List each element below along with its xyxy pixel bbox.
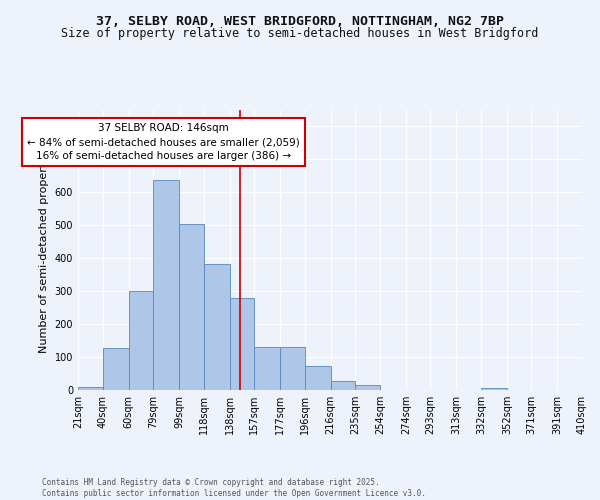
Bar xyxy=(78,386,103,390)
Bar xyxy=(230,298,254,390)
Bar xyxy=(153,180,179,390)
Text: Contains HM Land Registry data © Crown copyright and database right 2025.
Contai: Contains HM Land Registry data © Crown c… xyxy=(42,478,426,498)
Y-axis label: Number of semi-detached properties: Number of semi-detached properties xyxy=(39,147,49,353)
Text: 37 SELBY ROAD: 146sqm
← 84% of semi-detached houses are smaller (2,059)
16% of s: 37 SELBY ROAD: 146sqm ← 84% of semi-deta… xyxy=(27,123,300,161)
Bar xyxy=(203,264,230,390)
Bar xyxy=(128,291,153,390)
Bar xyxy=(481,388,507,390)
Bar xyxy=(305,366,331,390)
Text: Size of property relative to semi-detached houses in West Bridgford: Size of property relative to semi-detach… xyxy=(61,28,539,40)
Bar xyxy=(331,382,355,390)
Bar xyxy=(179,224,203,390)
Bar xyxy=(103,348,128,390)
Bar xyxy=(254,347,280,390)
Bar xyxy=(355,386,380,390)
Bar xyxy=(280,347,305,390)
Text: 37, SELBY ROAD, WEST BRIDGFORD, NOTTINGHAM, NG2 7BP: 37, SELBY ROAD, WEST BRIDGFORD, NOTTINGH… xyxy=(96,15,504,28)
